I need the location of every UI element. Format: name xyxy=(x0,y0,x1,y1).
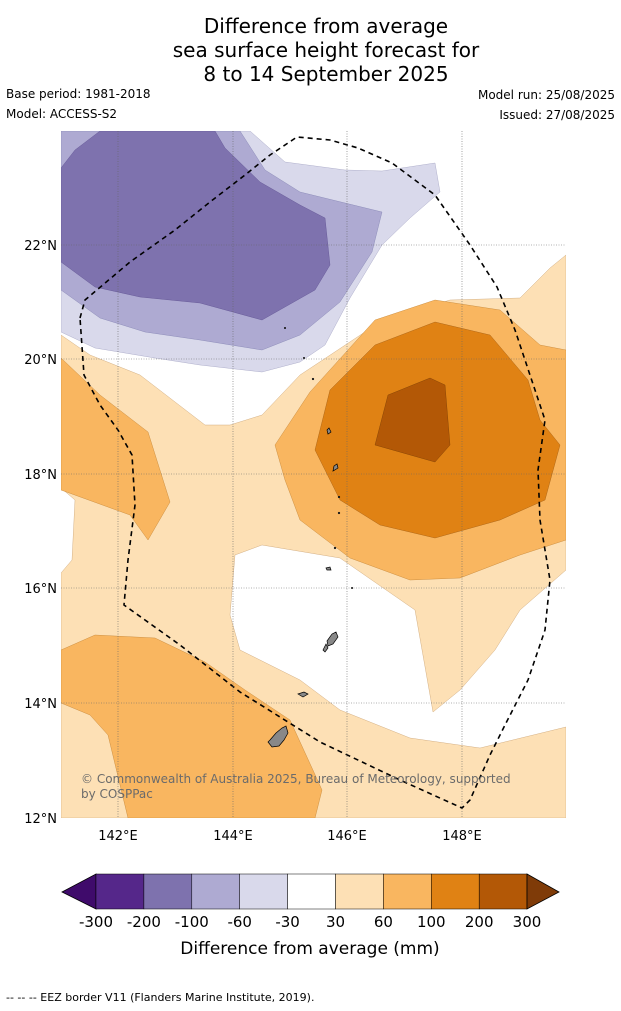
contour-positive-60-west xyxy=(61,357,171,541)
island-rota xyxy=(297,691,309,698)
lon-label-148e: 148°E xyxy=(442,829,482,844)
model-label: Model: ACCESS-S2 xyxy=(6,107,118,121)
colorbar-bin-6 xyxy=(335,873,384,910)
colorbar-label-200: 200 xyxy=(465,913,494,931)
lat-label-14n: 14°N xyxy=(24,697,57,712)
eez-legend-note: -- -- -- EEZ border V11 (Flanders Marine… xyxy=(6,991,315,1004)
island-north xyxy=(283,326,287,330)
island-anatahan xyxy=(325,566,332,571)
gridlines xyxy=(61,131,566,818)
map-area xyxy=(61,131,566,818)
issued-label: Issued: 27/08/2025 xyxy=(499,108,615,122)
lon-label-146e: 146°E xyxy=(327,829,367,844)
copyright-notice: © Commonwealth of Australia 2025, Bureau… xyxy=(81,772,511,801)
island-maug xyxy=(337,511,341,515)
lon-label-142e: 142°E xyxy=(98,829,138,844)
lat-label-22n: 22°N xyxy=(24,239,57,254)
title-line-3: 8 to 14 September 2025 xyxy=(203,62,449,86)
colorbar-label-30: 30 xyxy=(326,913,345,931)
colorbar-bin-4 xyxy=(239,873,288,910)
title-line-2: sea surface height forecast for xyxy=(172,38,480,62)
eez-border xyxy=(79,136,551,809)
colorbar-bin-1 xyxy=(95,873,145,910)
island-pagan xyxy=(326,427,332,435)
island-guam xyxy=(267,725,289,748)
colorbar-label-60: 60 xyxy=(374,913,393,931)
islands xyxy=(267,326,354,748)
lat-label-18n: 18°N xyxy=(24,468,57,483)
colorbar-bin-5 xyxy=(287,873,336,910)
lon-label-144e: 144°E xyxy=(213,829,253,844)
lat-label-16n: 16°N xyxy=(24,582,57,597)
lat-label-20n: 20°N xyxy=(24,353,57,368)
colorbar xyxy=(61,873,560,910)
colorbar-bin-2 xyxy=(143,873,193,910)
colorbar-label-neg100: -100 xyxy=(175,913,209,931)
map-title: Difference from average sea surface heig… xyxy=(0,14,621,86)
colorbar-label-300: 300 xyxy=(513,913,542,931)
contour-positive-60-south xyxy=(61,634,323,818)
colorbar-label-neg300: -300 xyxy=(79,913,113,931)
base-period-label: Base period: 1981-2018 xyxy=(6,87,151,101)
title-line-1: Difference from average xyxy=(203,14,449,38)
colorbar-bin-7 xyxy=(383,873,432,910)
island-tinian xyxy=(322,643,329,653)
island-agrihan xyxy=(333,546,337,550)
colorbar-extend-low xyxy=(61,873,97,910)
island-saipan xyxy=(326,631,339,647)
colorbar-label-100: 100 xyxy=(417,913,446,931)
colorbar-extend-high xyxy=(526,873,560,910)
colorbar-bin-9 xyxy=(478,873,528,910)
colorbar-title: Difference from average (mm) xyxy=(180,939,439,959)
model-run-label: Model run: 25/08/2025 xyxy=(477,88,615,102)
colorbar-bin-3 xyxy=(191,873,240,910)
island-guguan xyxy=(302,356,306,360)
contour-positive-200 xyxy=(374,377,451,463)
colorbar-label-neg60: -60 xyxy=(227,913,252,931)
island-asuncion xyxy=(337,495,341,499)
lat-label-12n: 12°N xyxy=(24,812,57,827)
colorbar-label-neg30: -30 xyxy=(275,913,300,931)
contour-negative-100 xyxy=(61,131,331,321)
colorbar-bin-8 xyxy=(431,873,480,910)
colorbar-label-neg200: -200 xyxy=(127,913,161,931)
island-farallon xyxy=(311,377,315,381)
island-alamagan xyxy=(332,463,339,472)
